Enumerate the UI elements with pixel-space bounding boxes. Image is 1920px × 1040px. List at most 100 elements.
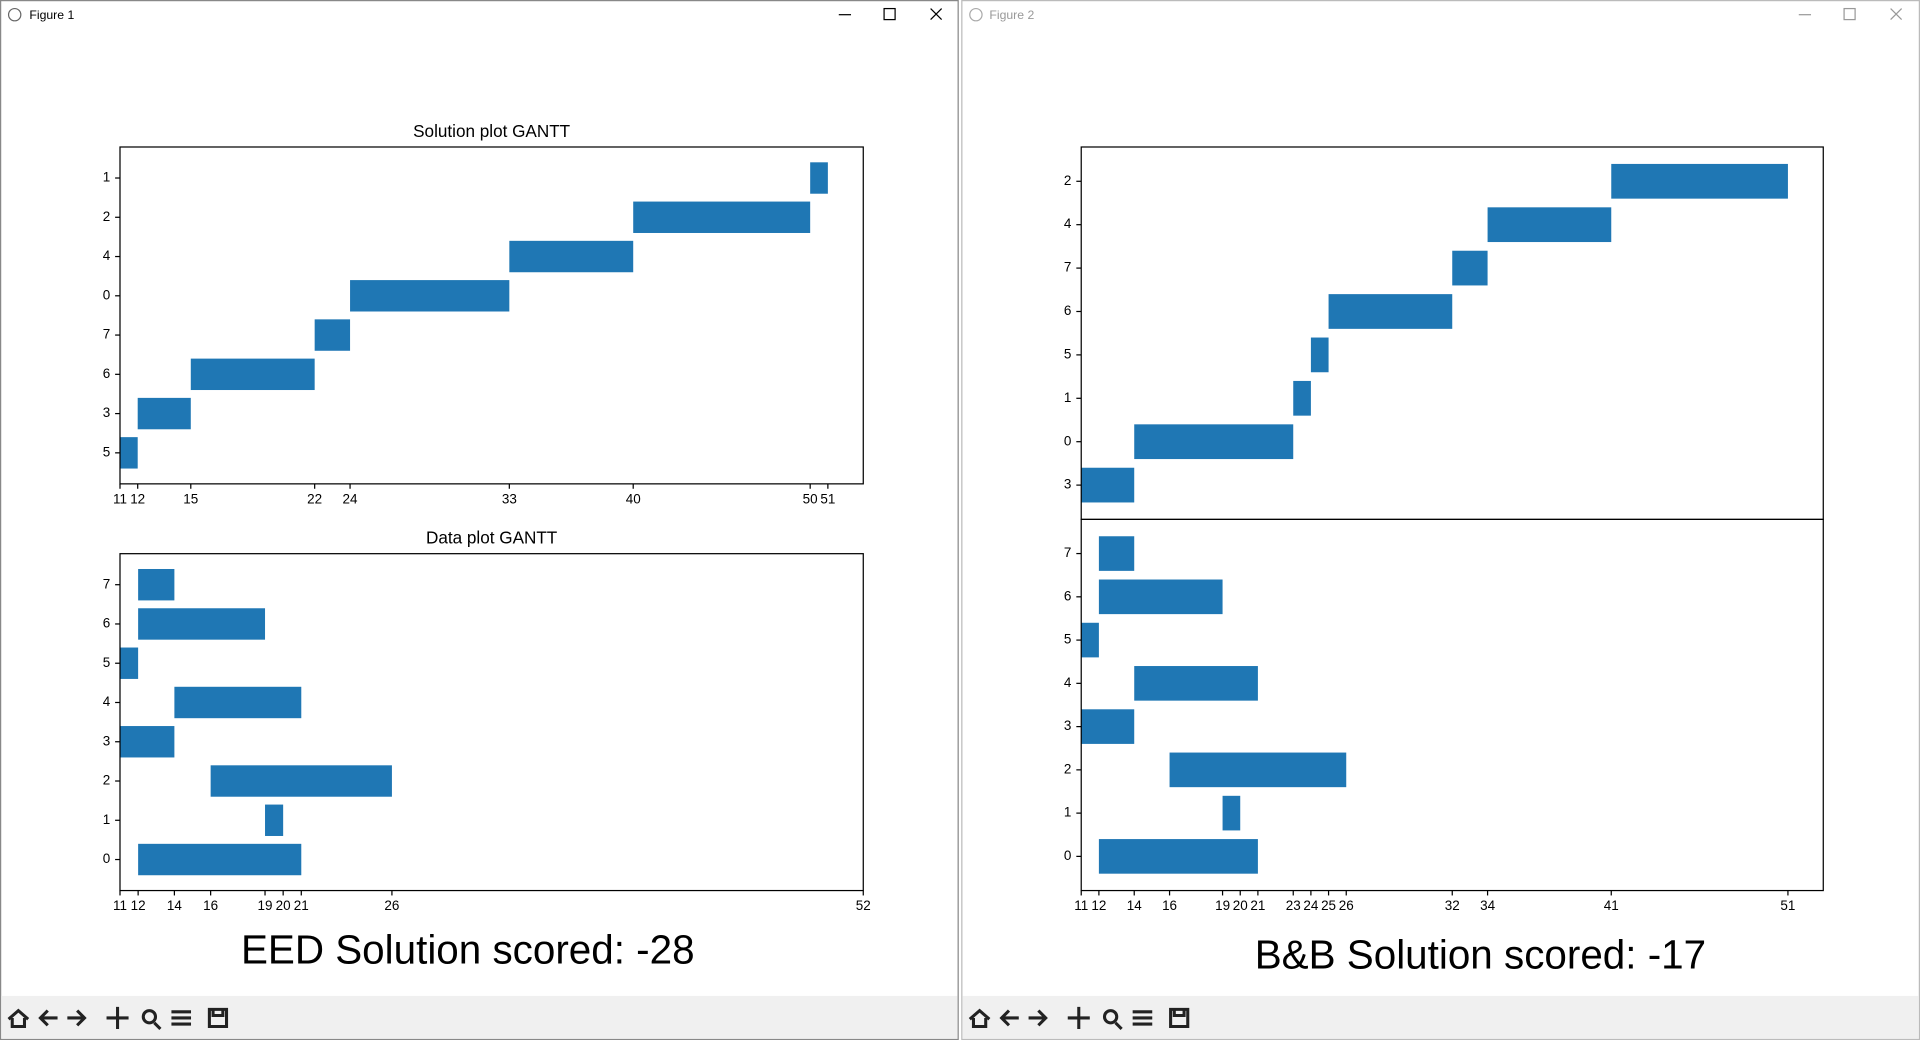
chart-title: Data plot GANTT	[426, 528, 558, 548]
y-tick-label: 0	[1064, 848, 1071, 863]
y-tick-label: 1	[103, 812, 110, 827]
y-tick-label: 5	[1064, 632, 1071, 647]
x-tick-label: 11	[113, 898, 127, 913]
close-button[interactable]	[1890, 8, 1903, 21]
y-tick-label: 5	[103, 444, 110, 459]
y-tick-label: 3	[1064, 718, 1071, 733]
bar	[265, 804, 284, 836]
x-tick-label: 34	[1480, 898, 1495, 913]
y-tick-label: 6	[1064, 303, 1071, 318]
y-tick-label: 4	[103, 248, 111, 263]
y-tick-label: 0	[103, 851, 110, 866]
forward-button[interactable]	[1028, 1009, 1048, 1027]
x-tick-label: 41	[1604, 898, 1619, 913]
x-tick-label: 14	[167, 898, 182, 913]
x-tick-label: 21	[294, 898, 309, 913]
forward-button[interactable]	[67, 1009, 87, 1027]
x-tick-label: 14	[1127, 898, 1142, 913]
y-tick-label: 6	[1064, 588, 1071, 603]
bar	[120, 647, 139, 679]
bar	[210, 765, 392, 797]
bar	[138, 608, 266, 640]
y-tick-label: 6	[103, 616, 110, 631]
configure-button[interactable]	[171, 1010, 192, 1026]
y-tick-label: 1	[1064, 390, 1071, 405]
bar	[120, 437, 138, 469]
bar	[1098, 839, 1258, 874]
bar	[1487, 207, 1612, 243]
y-tick-label: 5	[1064, 346, 1071, 361]
bar	[1293, 380, 1311, 416]
zoom-button[interactable]	[1114, 1021, 1123, 1031]
y-tick-label: 2	[1064, 173, 1071, 188]
bar	[633, 201, 811, 233]
bar	[810, 162, 828, 194]
y-tick-label: 5	[103, 655, 110, 670]
pan-button[interactable]	[106, 1006, 129, 1029]
maximize-button[interactable]	[883, 7, 896, 21]
x-tick-label: 12	[130, 491, 145, 506]
y-tick-label: 4	[103, 694, 111, 709]
chart-title: Solution plot GANTT	[413, 121, 571, 141]
x-tick-label: 11	[1074, 898, 1088, 913]
bar	[1328, 294, 1453, 329]
window-2: Figure 2 B&B Solution scored: -17	[961, 0, 1920, 1040]
bar	[1169, 752, 1347, 788]
x-tick-label: 21	[1250, 898, 1265, 913]
y-tick-label: 6	[103, 366, 110, 381]
save-button[interactable]	[1169, 1007, 1190, 1029]
y-tick-label: 4	[1064, 675, 1072, 690]
close-button[interactable]	[930, 8, 943, 21]
x-tick-label: 15	[183, 491, 198, 506]
score-text: B&B Solution scored: -17	[1255, 932, 1706, 978]
bar	[1081, 709, 1135, 744]
bar	[1452, 250, 1488, 286]
y-tick-label: 3	[103, 405, 110, 420]
bar	[120, 726, 175, 758]
app-icon	[7, 7, 22, 22]
home-button[interactable]	[968, 1008, 991, 1029]
axes-frame	[119, 146, 864, 485]
x-tick-label: 50	[803, 491, 818, 506]
y-tick-label: 3	[103, 733, 110, 748]
bar	[1098, 579, 1223, 615]
y-tick-label: 7	[103, 327, 110, 342]
y-tick-label: 1	[1064, 805, 1071, 820]
maximize-button[interactable]	[1843, 7, 1856, 21]
y-tick-label: 2	[103, 209, 110, 224]
bar	[138, 568, 175, 601]
x-tick-label: 19	[1215, 898, 1230, 913]
bar	[1081, 467, 1135, 503]
window-frame	[0, 0, 959, 1040]
toolbar	[962, 995, 1919, 1039]
window-frame	[961, 0, 1920, 1040]
back-button[interactable]	[999, 1009, 1019, 1027]
x-tick-label: 26	[1339, 898, 1354, 913]
y-tick-label: 2	[1064, 761, 1071, 776]
bar	[1098, 536, 1135, 571]
configure-button[interactable]	[1132, 1010, 1153, 1026]
toolbar	[1, 995, 958, 1039]
x-tick-label: 33	[502, 491, 517, 506]
bar	[1310, 337, 1329, 373]
x-tick-label: 12	[1091, 898, 1106, 913]
window-1: Figure 1 EED Solution scored: -28	[0, 0, 959, 1040]
y-tick-label: 7	[1064, 545, 1071, 560]
home-button[interactable]	[7, 1008, 30, 1029]
bar	[1222, 795, 1241, 831]
y-tick-label: 7	[103, 576, 110, 591]
save-button[interactable]	[207, 1007, 229, 1029]
y-tick-label: 4	[1064, 216, 1072, 231]
bar	[138, 843, 302, 876]
back-button[interactable]	[38, 1009, 58, 1027]
zoom-button[interactable]	[153, 1021, 162, 1031]
pan-button[interactable]	[1067, 1006, 1090, 1029]
app-icon	[969, 7, 983, 22]
x-tick-label: 51	[820, 491, 835, 506]
y-tick-label: 7	[1064, 260, 1071, 275]
x-tick-label: 40	[626, 491, 641, 506]
x-tick-label: 19	[258, 898, 273, 913]
toolbar-icons	[7, 1006, 1190, 1031]
window-title: Figure 2	[989, 8, 1034, 22]
